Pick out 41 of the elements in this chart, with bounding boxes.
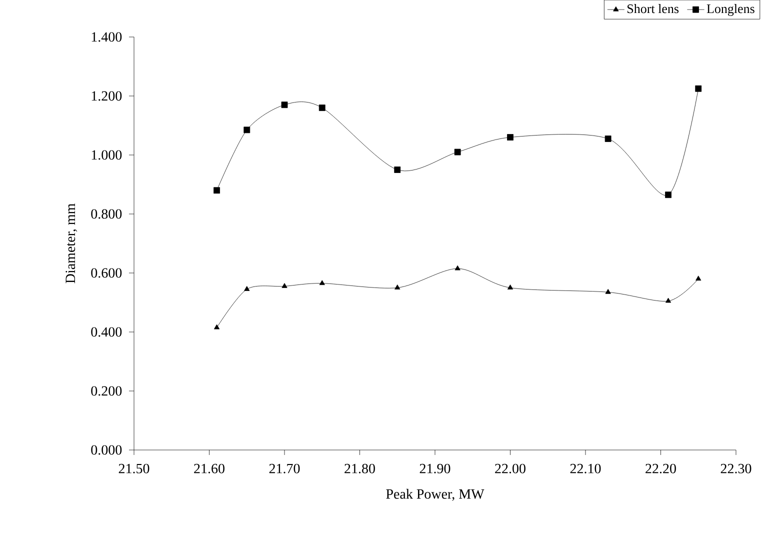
x-tick-label: 21.80	[344, 464, 375, 474]
point	[282, 283, 288, 288]
point	[319, 280, 325, 286]
y-tick-label: 0.400	[91, 327, 122, 337]
point	[604, 136, 612, 142]
legend-label: Short lens	[628, 4, 679, 14]
x-tick-label: 22.00	[495, 464, 526, 474]
point	[214, 187, 220, 194]
legend-label: Longlens	[706, 4, 754, 16]
point	[318, 104, 326, 111]
y-tick-label: 1.400	[92, 32, 122, 42]
x-tick-label: 21.70	[269, 464, 300, 474]
y-tick-label: 0.600	[91, 268, 122, 278]
point	[281, 102, 288, 108]
point	[605, 288, 611, 294]
x-tick-label: 21.60	[194, 464, 224, 474]
y-tick-label: 0.000	[91, 445, 122, 455]
point	[507, 284, 514, 290]
y-tick-label: 0.800	[91, 209, 122, 219]
point	[695, 85, 702, 92]
point	[665, 192, 672, 198]
x-tick-label: 21.90	[420, 464, 450, 474]
y-tick-label: 1.200	[92, 91, 122, 101]
point	[214, 324, 220, 330]
point	[244, 126, 250, 134]
point	[507, 134, 514, 140]
x-axis-title: Peak Power, MW	[386, 488, 484, 501]
x-tick-label: 21.50	[118, 464, 150, 474]
y-axis-title: Diameter, mm	[66, 204, 78, 284]
point	[665, 298, 672, 303]
point	[394, 166, 401, 173]
y-tick-label: 0.200	[91, 386, 122, 396]
point	[394, 284, 400, 290]
point	[696, 276, 702, 281]
x-tick-label: 22.30	[720, 464, 752, 474]
x-tick-label: 22.10	[570, 464, 601, 474]
point	[454, 148, 461, 156]
point	[244, 286, 250, 291]
point	[454, 265, 460, 270]
y-tick-label: 1.000	[92, 150, 122, 160]
x-tick-label: 22.20	[646, 464, 676, 474]
